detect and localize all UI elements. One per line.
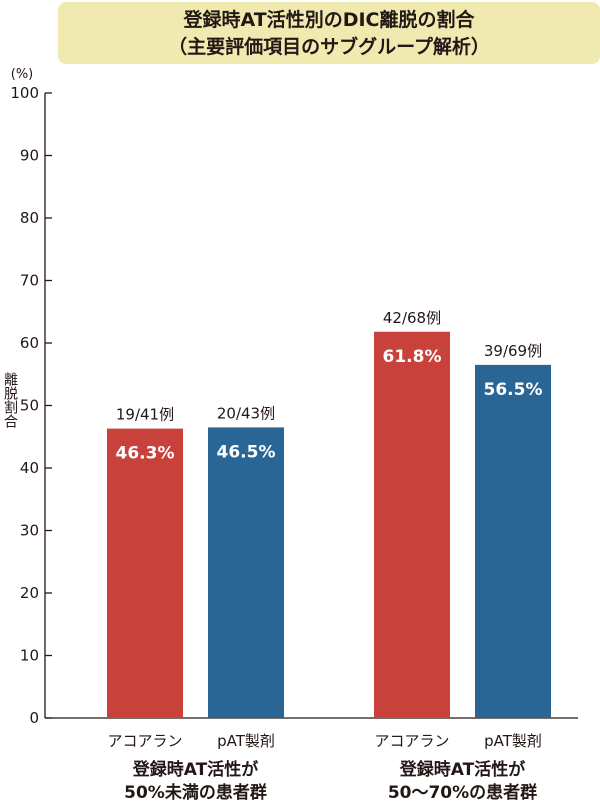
- bar-count-label: 39/69例: [484, 342, 542, 360]
- bar: [107, 428, 183, 718]
- bar: [475, 364, 551, 718]
- y-tick-label: 40: [20, 459, 39, 477]
- bar-value-label: 46.3%: [116, 444, 175, 464]
- bar-value-label: 61.8%: [383, 347, 442, 367]
- group-label-line2: 50～70%の患者群: [388, 782, 537, 803]
- bar-count-label: 20/43例: [217, 404, 275, 422]
- y-tick-label: 90: [20, 147, 39, 165]
- bar: [208, 427, 284, 718]
- group-label-line1: 登録時AT活性が: [399, 759, 525, 780]
- group-label-line2: 50%未満の患者群: [124, 782, 267, 803]
- y-axis-label: 離脱割合: [2, 372, 18, 428]
- bar-count-label: 19/41例: [116, 406, 174, 424]
- bar-value-label: 46.5%: [217, 442, 276, 462]
- y-tick-label: 80: [20, 209, 39, 227]
- y-unit-label: (%): [11, 67, 34, 82]
- x-category-label: pAT製剤: [484, 732, 542, 750]
- bar-count-label: 42/68例: [383, 309, 441, 327]
- y-tick-label: 30: [20, 522, 39, 540]
- chart-title-box: 登録時AT活性別のDIC離脱の割合 （主要評価項目のサブグループ解析）: [58, 2, 600, 64]
- bar: [374, 331, 450, 718]
- y-tick-label: 0: [29, 709, 39, 727]
- bar-value-label: 56.5%: [484, 380, 543, 400]
- x-category-label: アコアラン: [374, 732, 449, 750]
- y-tick-label: 100: [10, 84, 39, 102]
- x-category-label: アコアラン: [107, 732, 182, 750]
- y-tick-label: 20: [20, 584, 39, 602]
- y-tick-label: 10: [20, 647, 39, 665]
- chart-title: 登録時AT活性別のDIC離脱の割合: [183, 9, 475, 31]
- y-tick-label: 50: [20, 397, 39, 415]
- chart-subtitle: （主要評価項目のサブグループ解析）: [168, 36, 490, 58]
- x-category-label: pAT製剤: [217, 732, 275, 750]
- group-label-line1: 登録時AT活性が: [132, 759, 258, 780]
- y-tick-label: 60: [20, 334, 39, 352]
- y-tick-label: 70: [20, 272, 39, 290]
